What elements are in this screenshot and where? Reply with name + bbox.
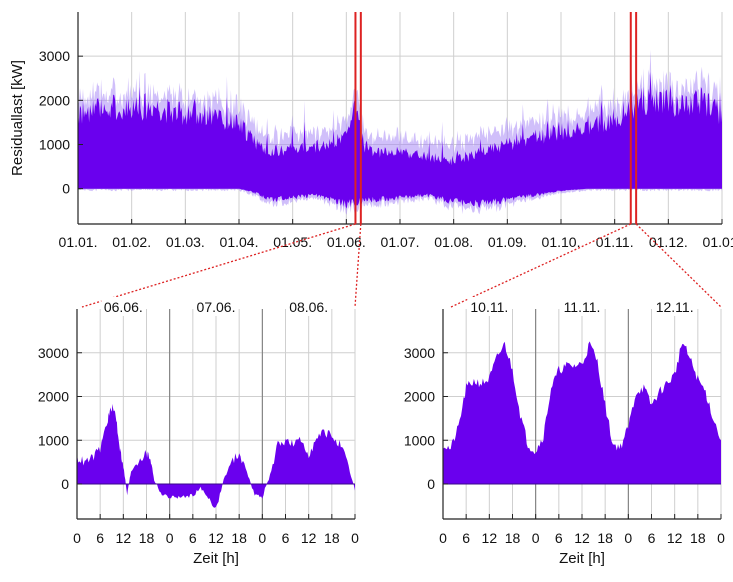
day-label-bg — [560, 297, 604, 316]
x-tick-label: 18 — [597, 530, 613, 546]
x-tick-label: 12 — [116, 530, 132, 546]
x-axis-label: Zeit [h] — [193, 550, 239, 567]
y-tick-label: 2000 — [39, 92, 70, 108]
y-tick-label: 1000 — [38, 432, 69, 448]
y-tick-label: 3000 — [404, 345, 435, 361]
x-tick-label: 0 — [166, 530, 174, 546]
x-tick-label: 6 — [462, 530, 470, 546]
x-tick-label: 18 — [690, 530, 706, 546]
x-tick-label: 01.02. — [112, 234, 151, 250]
series-residual-load-year — [78, 71, 722, 209]
x-tick-label: 12 — [301, 530, 317, 546]
day-label-bg — [194, 297, 238, 316]
x-tick-label: 0 — [624, 530, 632, 546]
day-label-bg — [652, 297, 697, 316]
day-label: 12.11. — [656, 299, 694, 315]
x-tick-label: 12 — [574, 530, 590, 546]
y-tick-label: 3000 — [38, 345, 69, 361]
series-residual-load — [77, 403, 355, 508]
x-tick-label: 01.05. — [273, 234, 312, 250]
y-tick-label: 1000 — [39, 137, 70, 153]
x-tick-label: 01.09. — [488, 234, 527, 250]
day-label-bg — [467, 297, 512, 316]
y-tick-label: 1000 — [404, 432, 435, 448]
x-tick-label: 01.04. — [220, 234, 259, 250]
zoom-connector — [354, 223, 362, 308]
y-tick-label: 0 — [62, 181, 70, 197]
x-tick-label: 01.10. — [542, 234, 581, 250]
x-tick-label: 6 — [555, 530, 563, 546]
y-tick-label: 0 — [427, 476, 435, 492]
x-tick-label: 6 — [189, 530, 197, 546]
x-tick-label: 0 — [439, 530, 447, 546]
day-label-bg — [101, 297, 146, 316]
x-tick-label: 01.01. — [59, 234, 98, 250]
x-tick-label: 0 — [258, 530, 266, 546]
y-axis-label: Residuallast [kW] — [9, 60, 26, 176]
x-tick-label: 01.03. — [166, 234, 205, 250]
day-label: 08.06. — [289, 299, 328, 315]
x-tick-label: 01.07. — [381, 234, 420, 250]
x-tick-label: 12 — [482, 530, 498, 546]
y-tick-label: 3000 — [39, 48, 70, 64]
x-tick-label: 01.12. — [649, 234, 688, 250]
day-label: 06.06. — [104, 299, 143, 315]
x-tick-label: 18 — [505, 530, 521, 546]
x-tick-label: 01.08. — [434, 234, 473, 250]
day-label: 10.11. — [470, 299, 508, 315]
day-label-bg — [286, 297, 331, 316]
day-label: 07.06. — [197, 299, 236, 315]
x-tick-label: 01.11. — [596, 234, 634, 250]
x-tick-label: 18 — [231, 530, 247, 546]
day-label: 11.11. — [564, 299, 601, 315]
x-tick-label: 18 — [139, 530, 155, 546]
x-tick-label: 18 — [324, 530, 340, 546]
x-tick-label: 01.01. — [703, 234, 733, 250]
y-tick-label: 0 — [61, 476, 69, 492]
x-tick-label: 6 — [96, 530, 104, 546]
x-axis-label: Zeit [h] — [559, 550, 605, 567]
x-tick-label: 01.06. — [327, 234, 366, 250]
x-tick-label: 12 — [208, 530, 224, 546]
x-tick-label: 0 — [717, 530, 725, 546]
x-tick-label: 6 — [282, 530, 290, 546]
x-tick-label: 6 — [648, 530, 656, 546]
x-tick-label: 0 — [73, 530, 81, 546]
y-tick-label: 2000 — [38, 389, 69, 405]
y-tick-label: 2000 — [404, 389, 435, 405]
series-residual-load — [443, 341, 721, 484]
x-tick-label: 12 — [667, 530, 683, 546]
x-tick-label: 0 — [351, 530, 359, 546]
x-tick-label: 0 — [532, 530, 540, 546]
zoom-connector — [450, 223, 632, 308]
